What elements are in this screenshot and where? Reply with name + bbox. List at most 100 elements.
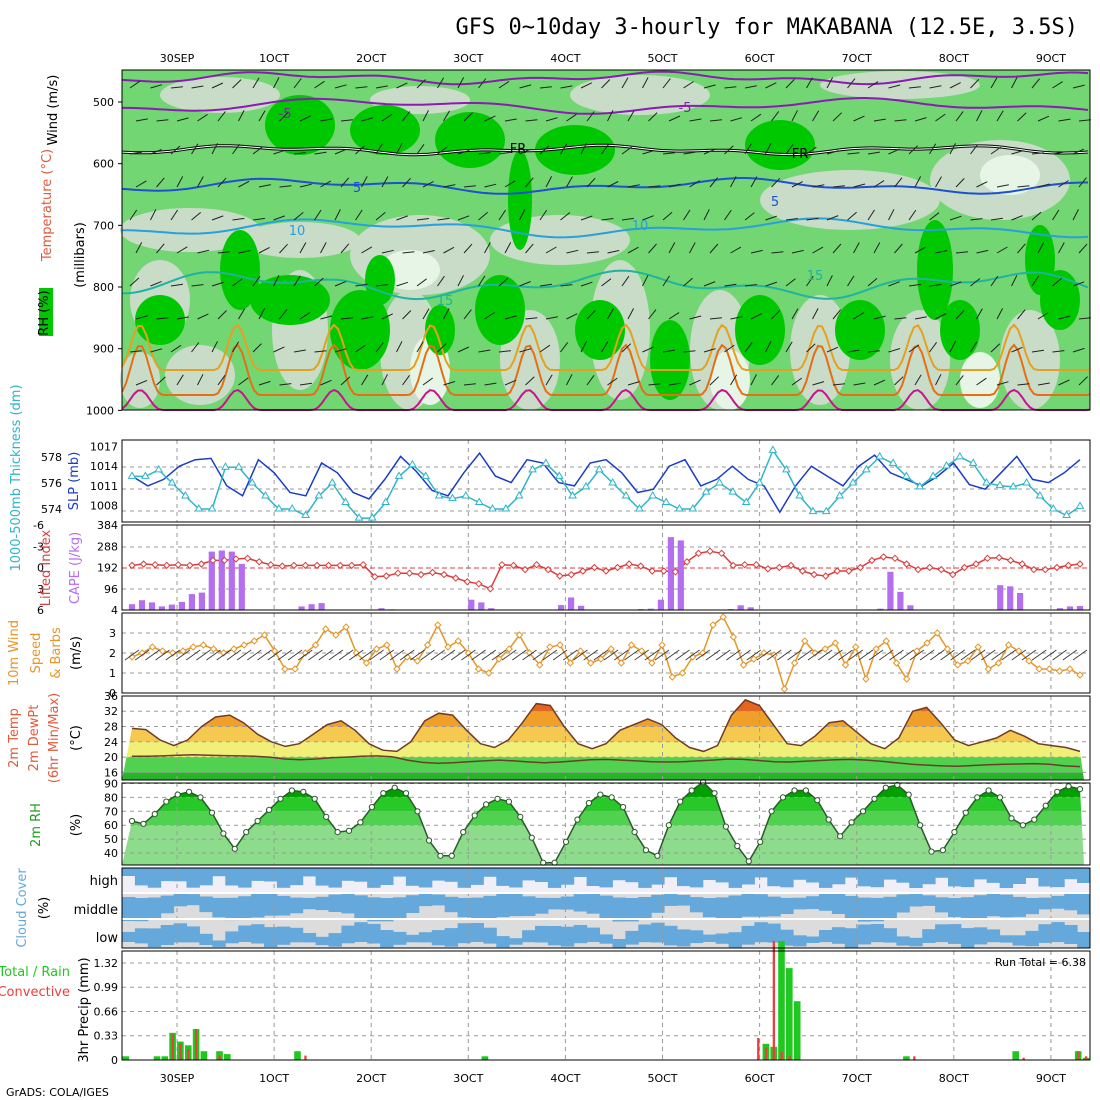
- wind-barb: [545, 374, 553, 386]
- cloud-high-cell: [883, 868, 897, 880]
- wind-barb: [949, 281, 962, 287]
- wind-speed-line-marker: [760, 649, 768, 657]
- wind-barb: [990, 77, 998, 89]
- wind-barb: [709, 243, 719, 254]
- grads-credit: GrADS: COLA/IGES: [6, 1086, 109, 1099]
- cloud-high-cell: [586, 868, 600, 886]
- wind-barb: [908, 209, 917, 221]
- cloud-high-cell: [1077, 868, 1091, 883]
- cloud-low-cell: [922, 929, 936, 943]
- wind-barb-10m: [909, 649, 925, 661]
- wind-barb: [170, 344, 182, 353]
- upper-air-frame: [121, 69, 1091, 411]
- thickness-line-marker: [1022, 478, 1031, 486]
- wind-barb: [1031, 349, 1044, 353]
- wind-barb: [955, 309, 965, 320]
- wind-barb: [560, 212, 571, 221]
- cloud-low-cell: [212, 940, 226, 947]
- wind-barb: [996, 381, 1009, 386]
- wind-barb: [1011, 150, 1024, 155]
- cape-bar: [238, 563, 245, 610]
- thickness-line-marker: [715, 478, 724, 486]
- cape-tick: 384: [97, 519, 118, 532]
- wind-speed-line-marker: [1045, 665, 1054, 673]
- wind-barb: [402, 375, 411, 386]
- rh-line-marker: [471, 812, 478, 819]
- lifted-index-line-marker: [382, 572, 391, 580]
- cloud-low-cell: [328, 933, 342, 947]
- wind-barb: [1037, 312, 1049, 320]
- rh-line-marker: [300, 788, 307, 795]
- cloud-low-cell: [793, 935, 807, 947]
- wind-barb: [976, 308, 983, 320]
- cloud-mid-cell: [483, 895, 497, 920]
- wind-barb: [416, 144, 425, 155]
- cloud-high-cell: [367, 868, 381, 888]
- precip-total-bar: [793, 1001, 801, 1060]
- wind-barb-10m: [226, 649, 242, 661]
- rh-line-marker: [859, 808, 867, 815]
- wind-barb: [320, 315, 333, 320]
- wind-barb: [293, 275, 301, 287]
- wind-speed-line-marker: [780, 685, 789, 693]
- wind-barb: [416, 79, 426, 89]
- wind-barb: [238, 250, 251, 254]
- wind-barb: [709, 317, 722, 320]
- thickness-line-marker: [501, 504, 511, 512]
- cloud-mid-cell: [535, 897, 549, 914]
- wind-barb: [232, 79, 242, 89]
- wind-barb: [990, 217, 1003, 221]
- cloud-low-cell: [948, 924, 962, 944]
- cape-bar: [558, 605, 565, 610]
- wind-barb: [1078, 177, 1087, 188]
- wind-barb: [320, 242, 327, 254]
- wind-barb: [791, 110, 798, 122]
- wind-barb: [976, 377, 987, 386]
- wind-barb: [1058, 315, 1071, 320]
- wind-barb: [402, 177, 411, 188]
- rh-line-marker: [585, 799, 593, 807]
- cloud-high-cell: [935, 868, 949, 878]
- cloud-low-cell: [973, 927, 988, 945]
- wind-speed-line-marker: [586, 659, 595, 667]
- wind-speed-line-marker: [515, 631, 524, 639]
- rh-line-marker: [688, 787, 695, 794]
- cloud-low-cell: [354, 922, 368, 942]
- wind-barb: [191, 143, 199, 155]
- wind-barb: [566, 113, 577, 122]
- precip-convective-bar: [218, 1055, 221, 1060]
- precip-convective-bar: [757, 1038, 760, 1061]
- rh-light-patch: [980, 155, 1040, 195]
- wind-barb-10m: [542, 649, 558, 661]
- ylabel-wind: Wind (m/s): [46, 75, 61, 146]
- thickness-line-marker: [915, 481, 925, 490]
- wind-barb: [170, 145, 181, 155]
- wind-barb-10m: [399, 649, 415, 661]
- precip-convective-bar: [780, 1051, 783, 1060]
- wind-barb: [785, 79, 795, 89]
- date-label-top: 30SEP: [160, 52, 195, 65]
- cloud-high-cell: [651, 868, 665, 885]
- cloud-mid-cell: [251, 893, 265, 918]
- wind-barb-10m: [1072, 649, 1088, 661]
- wind-speed-line-marker: [872, 645, 880, 653]
- cloud-low-cell: [960, 928, 975, 948]
- wind-barb: [361, 374, 369, 386]
- lifted-index-line-marker: [359, 560, 367, 569]
- rh-light-patch: [120, 208, 260, 252]
- wind-speed-line-marker: [169, 649, 177, 657]
- lifted-index-line-marker: [683, 558, 691, 566]
- wind-barb: [1058, 379, 1070, 386]
- thickness-line-marker: [795, 491, 804, 499]
- wind-speed-line-marker: [943, 645, 952, 653]
- wind-speed-line-marker: [678, 669, 687, 677]
- thickness-line-marker: [661, 497, 671, 505]
- wind-barb: [791, 308, 799, 320]
- cloud-low-cell: [870, 924, 884, 943]
- lifted-index-line-marker: [602, 567, 610, 575]
- wind-speed-line-marker: [311, 641, 320, 649]
- wind-barb: [990, 275, 999, 287]
- wind-barb: [457, 215, 470, 221]
- temp-tick: 36: [104, 690, 118, 703]
- wind-barb: [867, 350, 880, 353]
